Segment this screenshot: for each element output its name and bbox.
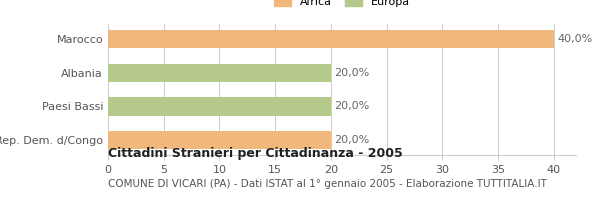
Bar — [108, 64, 331, 82]
Bar — [108, 30, 554, 48]
Text: 40,0%: 40,0% — [557, 34, 592, 44]
Text: 20,0%: 20,0% — [334, 68, 370, 78]
Bar — [108, 131, 331, 149]
Text: 20,0%: 20,0% — [334, 135, 370, 145]
Text: 20,0%: 20,0% — [334, 101, 370, 111]
Legend: Africa, Europa: Africa, Europa — [271, 0, 413, 10]
Bar — [108, 97, 331, 116]
Text: Cittadini Stranieri per Cittadinanza - 2005: Cittadini Stranieri per Cittadinanza - 2… — [108, 147, 403, 160]
Text: COMUNE DI VICARI (PA) - Dati ISTAT al 1° gennaio 2005 - Elaborazione TUTTITALIA.: COMUNE DI VICARI (PA) - Dati ISTAT al 1°… — [108, 179, 547, 189]
